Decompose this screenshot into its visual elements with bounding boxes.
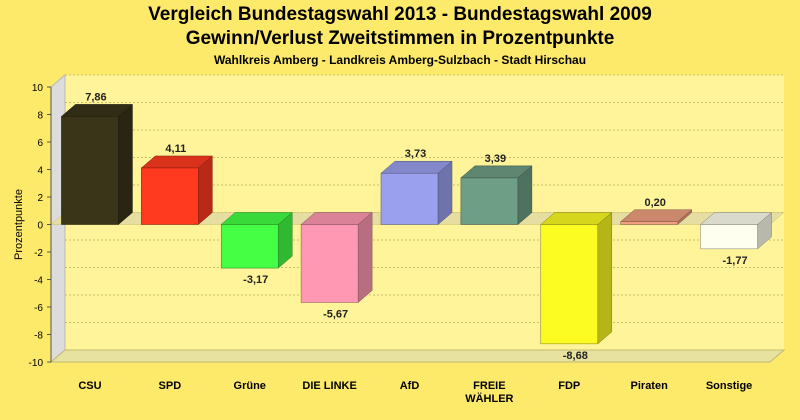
data-label: 4,11: [165, 143, 186, 155]
bar: [700, 224, 758, 250]
y-tick-label: 2: [37, 193, 43, 204]
bar: [460, 177, 519, 225]
bar-side: [597, 211, 613, 345]
y-tick-label: -4: [34, 276, 43, 287]
y-tick-label: 6: [37, 138, 43, 149]
y-axis-label: Prozentpunkte: [13, 189, 25, 260]
bar: [141, 167, 199, 225]
x-tick-label: DIE LINKE: [302, 380, 356, 392]
bar: [61, 116, 119, 225]
y-tick-label: 8: [37, 111, 43, 122]
bar: [220, 224, 279, 269]
chart-subtitle: Gewinn/Verlust Zweitstimmen in Prozentpu…: [185, 28, 615, 49]
x-tick-label: Grüne: [234, 380, 266, 392]
y-tick-label: 0: [37, 221, 43, 232]
data-label: 7,86: [85, 91, 106, 103]
x-tick-label: FREIE: [473, 380, 505, 392]
x-tick-label: WÄHLER: [465, 392, 513, 405]
x-tick-label: AfD: [400, 380, 420, 392]
x-tick-label: SPD: [159, 380, 182, 392]
data-label: -8,68: [563, 350, 588, 362]
x-tick-label: Sonstige: [706, 380, 752, 392]
x-tick-label: FDP: [558, 380, 580, 392]
y-tick-label: -10: [29, 358, 44, 369]
y-tick-label: -6: [34, 303, 43, 314]
data-label: 3,73: [405, 148, 426, 160]
x-tick-label: Piraten: [631, 380, 669, 392]
chart-sub-subtitle: Wahlkreis Amberg - Landkreis Amberg-Sulz…: [213, 53, 587, 67]
data-label: 0,20: [644, 197, 665, 209]
data-label: -5,67: [323, 308, 348, 320]
data-label: 3,39: [485, 153, 506, 165]
y-tick-label: 4: [37, 166, 43, 177]
bar: [620, 221, 678, 225]
data-label: -3,17: [243, 274, 268, 286]
bar-side: [118, 103, 133, 226]
plot-floor: [49, 349, 786, 363]
y-tick-label: 10: [32, 83, 44, 94]
y-tick-label: -8: [34, 331, 43, 342]
bar: [540, 224, 599, 345]
data-label: -1,77: [723, 255, 748, 267]
bar: [300, 224, 359, 303]
x-tick-label: CSU: [78, 380, 101, 392]
y-tick-label: -2: [34, 248, 43, 259]
chart-title: Vergleich Bundestagswahl 2013 - Bundesta…: [148, 4, 652, 25]
bar: [380, 172, 439, 225]
bar-side: [357, 211, 373, 304]
